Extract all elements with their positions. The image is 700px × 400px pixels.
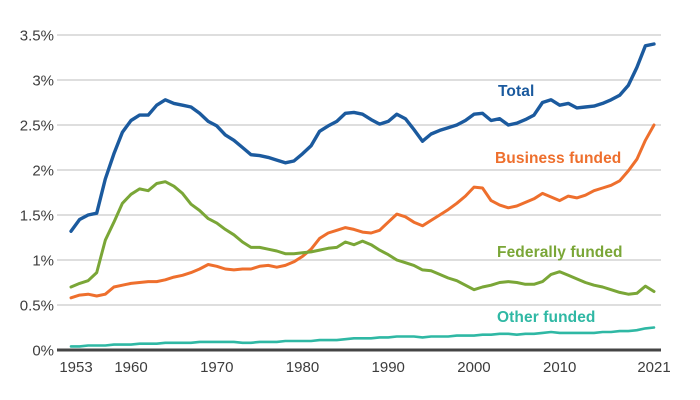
series-label-business-funded: Business funded bbox=[495, 150, 622, 167]
x-tick-label: 1970 bbox=[200, 359, 233, 376]
y-tick-label: 3% bbox=[32, 73, 54, 90]
series-line-federally-funded bbox=[69, 180, 656, 296]
series-line-total bbox=[69, 42, 656, 233]
series-line-other-funded bbox=[69, 326, 656, 348]
x-tick-label: 1960 bbox=[114, 359, 147, 376]
series-label-federally-funded: Federally funded bbox=[497, 244, 623, 261]
y-tick-label: 1% bbox=[32, 253, 54, 270]
x-tick-label: 2010 bbox=[543, 359, 576, 376]
y-tick-label: 3.5% bbox=[20, 28, 54, 45]
x-tick-label: 1953 bbox=[59, 359, 92, 376]
y-tick-label: 0% bbox=[32, 343, 54, 360]
series-label-other-funded: Other funded bbox=[497, 309, 596, 326]
y-tick-label: 1.5% bbox=[20, 208, 54, 225]
y-tick-label: 2.5% bbox=[20, 118, 54, 135]
series-label-total: Total bbox=[498, 83, 535, 100]
y-tick-label: 2% bbox=[32, 163, 54, 180]
x-tick-label: 2000 bbox=[457, 359, 490, 376]
x-tick-label: 2021 bbox=[637, 359, 670, 376]
x-tick-label: 1980 bbox=[286, 359, 319, 376]
x-tick-label: 1990 bbox=[372, 359, 405, 376]
y-tick-label: 0.5% bbox=[20, 298, 54, 315]
series-line-business-funded bbox=[69, 123, 656, 300]
